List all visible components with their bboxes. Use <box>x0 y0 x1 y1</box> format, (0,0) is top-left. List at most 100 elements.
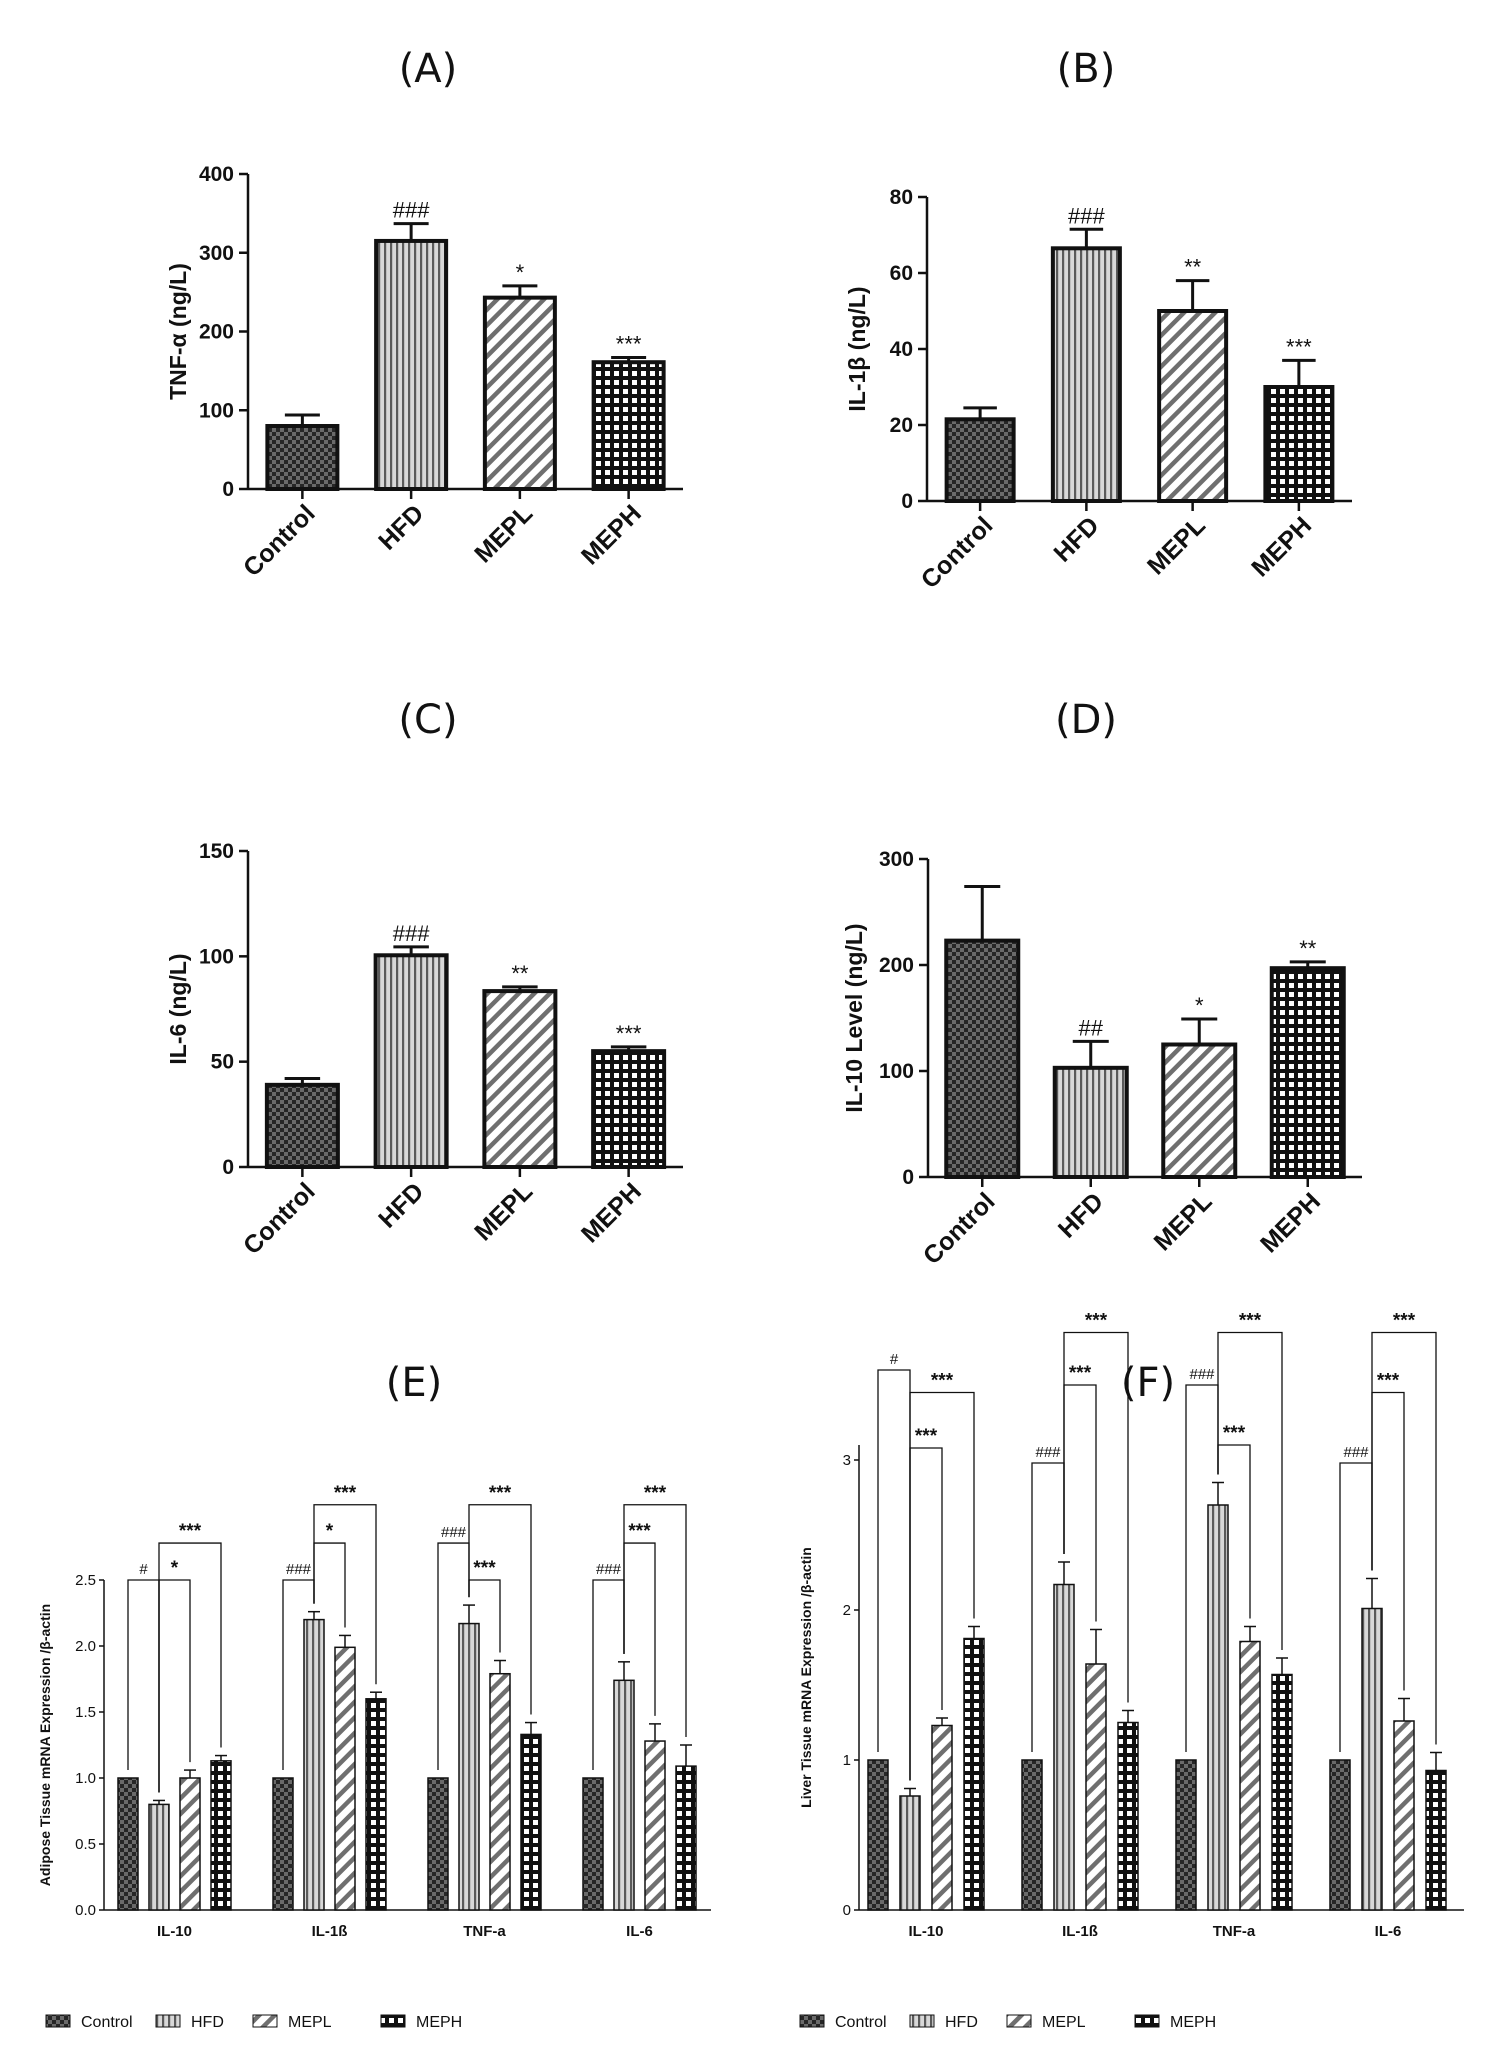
bar-mepl <box>1161 1042 1238 1179</box>
significance-bracket <box>1217 1331 1283 1650</box>
significance-marker: ### <box>393 198 430 223</box>
significance-bracket <box>313 1542 346 1628</box>
bracket-label: # <box>890 1351 899 1368</box>
panel-label: (F) <box>1121 1360 1175 1406</box>
y-tick-label: 2.5 <box>75 1572 96 1589</box>
legend-label: MEPH <box>1170 2014 1216 2031</box>
legend-swatch-hfd <box>909 2014 935 2028</box>
bar-mepl <box>1239 1640 1261 1911</box>
x-tick-label: IL-1ß <box>1062 1923 1098 1940</box>
bar-meph <box>1269 966 1346 1179</box>
bar-mepl <box>334 1646 356 1911</box>
significance-marker: * <box>516 260 525 285</box>
bar-meph <box>675 1765 697 1911</box>
bar-mepl <box>179 1777 201 1911</box>
legend-label: Control <box>81 2014 133 2031</box>
bar-meph <box>1263 385 1335 503</box>
bracket-label: ### <box>1035 1444 1061 1461</box>
bar-meph <box>210 1760 232 1911</box>
bar-hfd <box>458 1622 480 1911</box>
y-tick-label: 0 <box>901 490 913 513</box>
chart-panel-f: (F) 0 1 2 3 Liver Tissue mRNA Expression /β-a… <box>798 1311 1464 2031</box>
bar-hfd <box>613 1679 635 1911</box>
x-tick-label: HFD <box>373 499 429 555</box>
bar-hfd <box>1052 1065 1129 1179</box>
significance-marker: ## <box>1079 1015 1104 1040</box>
y-tick-label: 60 <box>890 262 913 285</box>
bar-meph <box>365 1698 387 1911</box>
significance-bracket <box>1371 1331 1437 1745</box>
y-tick-label: 40 <box>890 338 913 361</box>
y-tick-label: 3 <box>843 1452 851 1469</box>
bracket-label: *** <box>1085 1311 1108 1332</box>
chart-panel-a: (A) 0 100 200 300 400 TNF-α (ng/L) Control ### HF… <box>165 46 683 582</box>
bar-mepl <box>1157 309 1229 503</box>
chart-panel-b: (B) 0 20 40 60 80 IL-1β (ng/L) Control ### HFD ** M… <box>844 46 1352 594</box>
panel-label: (E) <box>386 1360 442 1406</box>
y-axis-title: IL-6 (ng/L) <box>165 953 191 1064</box>
y-tick-label: 200 <box>199 321 234 344</box>
significance-bracket <box>158 1542 222 1793</box>
x-tick-label: IL-6 <box>626 1923 653 1940</box>
x-tick-label: Control <box>238 499 321 582</box>
panel-label: (D) <box>1055 697 1117 743</box>
y-axis-title: IL-1β (ng/L) <box>844 286 870 411</box>
bar-hfd <box>374 238 449 491</box>
bar-control <box>1175 1759 1197 1911</box>
x-tick-label: MEPH <box>576 499 647 570</box>
significance-marker: *** <box>616 1021 642 1046</box>
bar-hfd <box>373 953 449 1170</box>
bracket-label: *** <box>1069 1363 1092 1384</box>
y-axis-title: Liver Tissue mRNA Expression /β-actin <box>798 1547 814 1808</box>
significance-bracket <box>623 1504 687 1737</box>
bracket-label: *** <box>1239 1311 1262 1332</box>
bar-mepl <box>1085 1663 1107 1911</box>
bracket-label: ### <box>596 1561 622 1578</box>
chart-panel-d: (D) 0 100 200 300 IL-10 Level (ng/L) Control ##… <box>841 697 1362 1270</box>
bracket-label: ### <box>1189 1366 1215 1383</box>
y-tick-label: 0 <box>222 1156 234 1179</box>
chart-panel-e: (E) 0.0 0.5 1.0 1.5 2.0 2.5 Adipose Tissue mRNA… <box>37 1360 711 2031</box>
significance-bracket <box>158 1579 191 1793</box>
x-tick-label: Control <box>238 1177 321 1260</box>
bracket-label: *** <box>644 1483 667 1504</box>
significance-marker: *** <box>616 331 642 356</box>
panel-label: (A) <box>399 46 458 92</box>
y-tick-label: 300 <box>879 848 914 871</box>
significance-marker: ** <box>1184 255 1202 280</box>
bracket-label: * <box>171 1558 179 1579</box>
bracket-label: *** <box>334 1483 357 1504</box>
bracket-label: *** <box>1377 1371 1400 1392</box>
bar-hfd <box>899 1795 921 1911</box>
legend-swatch-meph <box>380 2014 406 2028</box>
bracket-label: *** <box>489 1483 512 1504</box>
bar-meph <box>1271 1673 1293 1911</box>
panel-label: (C) <box>398 697 457 743</box>
bar-control <box>1329 1759 1351 1911</box>
y-tick-label: 80 <box>890 186 913 209</box>
bracket-label: *** <box>931 1371 954 1392</box>
significance-bracket <box>877 1369 911 1781</box>
legend-label: HFD <box>945 2014 978 2031</box>
significance-bracket <box>468 1504 532 1715</box>
bar-meph <box>520 1733 542 1911</box>
bracket-label: *** <box>1393 1311 1416 1332</box>
bar-hfd <box>303 1618 325 1911</box>
significance-marker: ** <box>1299 936 1317 961</box>
legend-swatch-hfd <box>155 2014 181 2028</box>
significance-bracket <box>909 1391 975 1781</box>
x-tick-label: TNF-a <box>1213 1923 1256 1940</box>
y-axis-title: TNF-α (ng/L) <box>165 263 191 400</box>
x-tick-label: TNF-a <box>463 1923 506 1940</box>
x-tick-label: HFD <box>1053 1187 1109 1243</box>
y-axis-title: Adipose Tissue mRNA Expression /β-actin <box>37 1604 53 1886</box>
bar-meph <box>963 1637 985 1911</box>
bracket-label: # <box>139 1561 148 1578</box>
y-tick-label: 100 <box>879 1060 914 1083</box>
bar-control <box>582 1777 604 1911</box>
y-tick-label: 400 <box>199 163 234 186</box>
bar-mepl <box>482 295 557 492</box>
bar-hfd <box>1053 1583 1075 1911</box>
x-tick-label: MEPH <box>576 1177 647 1248</box>
